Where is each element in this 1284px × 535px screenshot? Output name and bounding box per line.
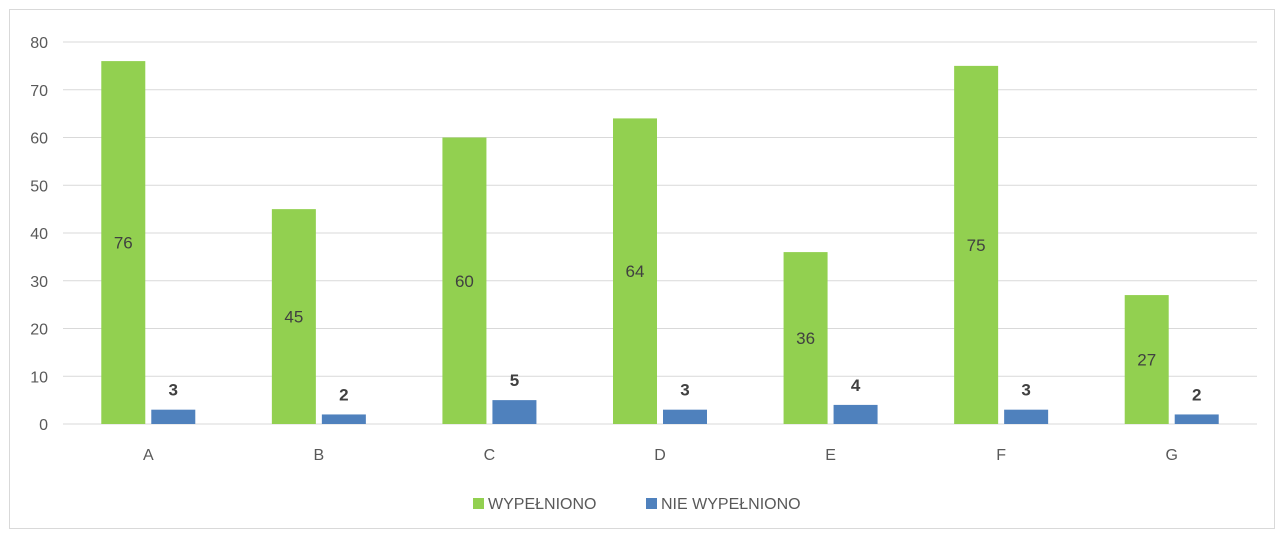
data-label-nie-wypelniono-B: 2 xyxy=(339,385,348,404)
data-label-nie-wypelniono-A: 3 xyxy=(169,381,178,400)
y-tick-label-30: 30 xyxy=(30,274,48,291)
x-tick-label-F: F xyxy=(996,447,1006,464)
bar-nie-wypelniono-D xyxy=(663,409,707,424)
bar-wypelniono-C xyxy=(442,137,487,424)
y-tick-label-20: 20 xyxy=(30,322,48,339)
data-label-wypelniono-F: 75 xyxy=(967,236,986,255)
bar-wypelniono-A xyxy=(101,61,146,424)
x-tick-label-G: G xyxy=(1165,447,1177,464)
data-label-wypelniono-E: 36 xyxy=(796,329,815,348)
data-label-wypelniono-D: 64 xyxy=(626,262,645,281)
y-axis-ticks: 0 10 20 30 40 50 60 70 80 xyxy=(30,35,48,434)
data-label-nie-wypelniono-G: 2 xyxy=(1192,385,1201,404)
y-tick-label-80: 80 xyxy=(30,35,48,52)
bar-nie-wypelniono-F xyxy=(1004,409,1049,424)
data-label-nie-wypelniono-F: 3 xyxy=(1021,381,1030,400)
gridlines xyxy=(63,41,1257,425)
bar-nie-wypelniono-E xyxy=(833,404,878,424)
data-label-wypelniono-A: 76 xyxy=(114,234,133,253)
y-tick-label-10: 10 xyxy=(30,369,48,386)
bar-nie-wypelniono-A xyxy=(151,409,196,424)
x-tick-label-D: D xyxy=(654,447,666,464)
y-tick-label-60: 60 xyxy=(30,131,48,148)
data-label-nie-wypelniono-D: 3 xyxy=(680,381,689,400)
bar-wypelniono-G xyxy=(1124,295,1169,424)
bar-wypelniono-D xyxy=(613,118,657,425)
chart-frame: 0 10 20 30 40 50 60 70 80 76 3 45 2 60 5 64 3 36 4 75 3 27 2 … xyxy=(9,9,1275,529)
data-label-wypelniono-B: 45 xyxy=(284,308,303,327)
bar-nie-wypelniono-C xyxy=(492,400,537,424)
x-tick-label-E: E xyxy=(825,447,836,464)
legend: WYPEŁNIONO NIE WYPEŁNIONO xyxy=(473,496,801,513)
data-labels: 76 3 45 2 60 5 64 3 36 4 75 3 27 2 xyxy=(114,234,1202,405)
y-tick-label-70: 70 xyxy=(30,83,48,100)
legend-label-wypelniono: WYPEŁNIONO xyxy=(488,496,596,513)
data-label-nie-wypelniono-C: 5 xyxy=(510,371,519,390)
data-label-wypelniono-G: 27 xyxy=(1137,351,1156,370)
legend-swatch-nie-wypelniono xyxy=(646,498,657,509)
bar-nie-wypelniono-B xyxy=(321,414,366,424)
y-tick-label-50: 50 xyxy=(30,178,48,195)
bar-wypelniono-F xyxy=(954,65,999,424)
legend-swatch-wypelniono xyxy=(473,498,484,509)
y-tick-label-40: 40 xyxy=(30,226,48,243)
data-label-nie-wypelniono-E: 4 xyxy=(851,376,861,395)
y-tick-label-0: 0 xyxy=(39,417,48,434)
data-label-wypelniono-C: 60 xyxy=(455,272,474,291)
x-tick-label-C: C xyxy=(484,447,496,464)
legend-label-nie-wypelniono: NIE WYPEŁNIONO xyxy=(661,496,801,513)
x-axis-ticks: A B C D E F G xyxy=(143,447,1178,464)
bar-nie-wypelniono-G xyxy=(1174,414,1219,424)
x-tick-label-B: B xyxy=(314,447,325,464)
bars xyxy=(101,61,1219,425)
x-tick-label-A: A xyxy=(143,447,154,464)
bar-wypelniono-B xyxy=(271,209,316,424)
bar-wypelniono-E xyxy=(783,252,828,424)
